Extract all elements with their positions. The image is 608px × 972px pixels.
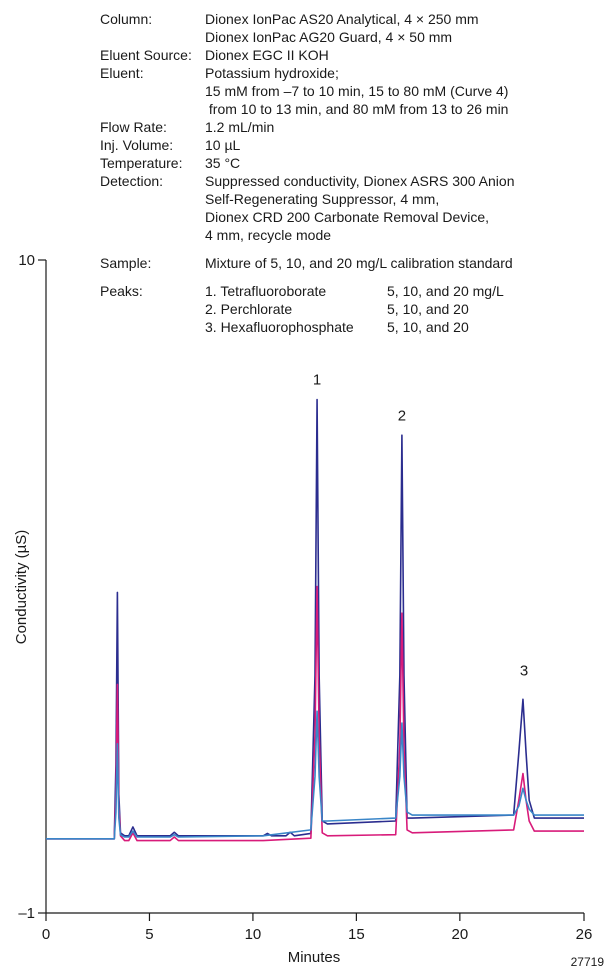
temperature-value: 35 °C — [205, 155, 241, 171]
column-value-2: Dionex IonPac AG20 Guard, 4 × 50 mm — [205, 29, 453, 45]
eluent-value-3: from 10 to 13 min, and 80 mM from 13 to … — [205, 101, 509, 117]
eluent-source-value: Dionex EGC II KOH — [205, 47, 329, 63]
eluent-value-2: 15 mM from –7 to 10 min, 15 to 80 mM (Cu… — [205, 83, 509, 99]
inj-volume-value: 10 µL — [205, 137, 241, 153]
detection-value-1: Suppressed conductivity, Dionex ASRS 300… — [205, 173, 515, 189]
peak-name-2: 2. Perchlorate — [205, 301, 293, 317]
detection-value-2: Self-Regenerating Suppressor, 4 mm, — [205, 191, 440, 207]
sample-value: Mixture of 5, 10, and 20 mg/L calibratio… — [205, 255, 513, 271]
peaks-label: Peaks: — [100, 283, 143, 299]
detection-value-3: Dionex CRD 200 Carbonate Removal Device, — [205, 209, 490, 225]
x-tick-label: 20 — [452, 926, 469, 943]
peak-name-3: 3. Hexafluorophosphate — [205, 319, 354, 335]
y-tick-label: –1 — [18, 905, 35, 922]
peak-conc-1: 5, 10, and 20 mg/L — [387, 283, 504, 299]
peak-name-1: 1. Tetrafluoroborate — [205, 283, 327, 299]
column-label: Column: — [100, 11, 153, 27]
peak-label-1: 1 — [313, 372, 321, 389]
flow-rate-value: 1.2 mL/min — [205, 119, 275, 135]
sample-label: Sample: — [100, 255, 152, 271]
chart-axes: 0 5 10 15 20 26 –1 10 — [18, 252, 592, 943]
eluent-source-label: Eluent Source: — [100, 47, 192, 63]
x-tick-label: 0 — [42, 926, 50, 943]
chart-traces — [46, 398, 584, 842]
chromatogram-trace-low — [46, 710, 584, 840]
x-axis-title: Minutes — [288, 949, 341, 966]
detection-label: Detection: — [100, 173, 164, 189]
x-tick-label: 5 — [145, 926, 153, 943]
eluent-label: Eluent: — [100, 65, 144, 81]
flow-rate-label: Flow Rate: — [100, 119, 167, 135]
column-value-1: Dionex IonPac AS20 Analytical, 4 × 250 m… — [205, 11, 479, 27]
chart-labels: 1 2 3 — [313, 372, 528, 680]
figure-id: 27719 — [571, 955, 605, 969]
temperature-label: Temperature: — [100, 155, 183, 171]
peak-conc-3: 5, 10, and 20 — [387, 319, 469, 335]
y-tick-label: 10 — [18, 252, 35, 269]
peak-conc-2: 5, 10, and 20 — [387, 301, 469, 317]
peak-label-2: 2 — [398, 407, 406, 424]
x-tick-label: 26 — [576, 926, 593, 943]
inj-volume-label: Inj. Volume: — [100, 137, 174, 153]
x-tick-label: 15 — [348, 926, 365, 943]
x-tick-label: 10 — [245, 926, 262, 943]
detection-value-4: 4 mm, recycle mode — [205, 227, 332, 243]
peak-label-3: 3 — [520, 663, 528, 680]
y-axis-title: Conductivity (µS) — [13, 530, 30, 645]
eluent-value-1: Potassium hydroxide; — [205, 65, 339, 81]
